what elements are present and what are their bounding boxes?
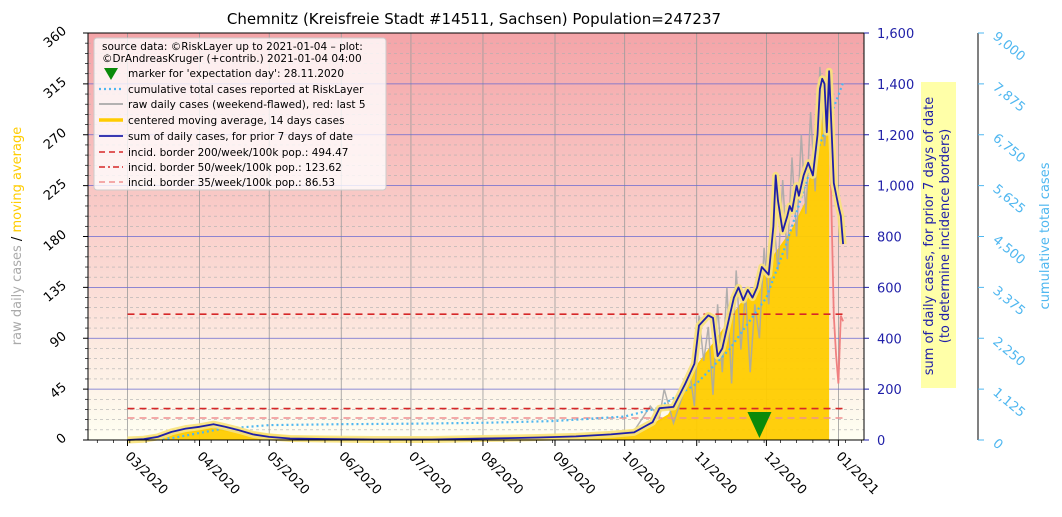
cumulative-tick-label: 0 [990,436,1006,453]
sum7-line [127,70,844,441]
legend-label-moving-average: centered moving average, 14 days cases [128,115,345,127]
legend-label-raw: raw daily cases (weekend-flawed), red: l… [128,99,366,111]
right-tick-label: 600 [877,281,902,296]
left-tick-label: 270 [41,126,70,153]
x-tick-label: 03/2020 [122,449,171,498]
right-axis-label-line2: (to determine incidence borders) [938,129,953,344]
raw-daily-last5-line [828,100,844,384]
legend-label-marker: marker for 'expectation day': 28.11.2020 [128,68,344,80]
left-tick-label: 180 [41,227,70,254]
cumulative-tick-label: 9,000 [990,29,1028,64]
left-tick-label: 90 [47,329,69,351]
left-tick-label: 135 [41,278,70,305]
expectation-day-marker [747,412,772,438]
right-tick-label: 400 [877,332,902,347]
cumulative-tick-label: 5,625 [990,182,1028,217]
right-axis-cumulative: 0 1,125 2,250 3,375 4,500 5,625 6,750 7,875 9,00… [977,29,1028,453]
legend-keys [99,68,123,183]
right-tick-label: 1,200 [877,129,914,144]
right-tick-label: 800 [877,231,902,246]
x-tick-label: 01/2021 [833,449,882,498]
left-axis-label-raw: raw daily cases [10,245,25,345]
cumulative-tick-label: 4,500 [990,233,1028,268]
x-tick-label: 10/2020 [619,449,668,498]
x-tick-label: 06/2020 [335,449,384,498]
series-layer [127,66,847,444]
legend-label-border200: incid. border 200/week/100k pop.: 494.47 [128,147,348,159]
legend-source-line1: source data: ©RiskLayer up to 2021-01-04… [102,41,363,53]
right-tick-label: 1,600 [877,27,914,42]
left-tick-label: 45 [47,380,69,402]
x-tick-label: 12/2020 [761,449,810,498]
left-axis: 0 45 90 135 180 225 270 315 360 [41,24,88,448]
cumulative-tick-label: 7,875 [990,80,1028,115]
x-tick-label: 11/2020 [691,449,740,498]
x-tick-label: 08/2020 [477,449,526,498]
right-tick-label: 0 [877,434,885,449]
legend: source data: ©RiskLayer up to 2021-01-04… [93,37,387,191]
left-axis-label-average: moving average [10,127,25,233]
cumulative-axis-label: cumulative total cases [1038,162,1053,309]
legend-label-border50: incid. border 50/week/100k pop.: 123.62 [128,162,342,174]
right-tick-label: 200 [877,383,902,398]
x-tick-label: 09/2020 [549,449,598,498]
x-axis: 03/2020 04/2020 05/2020 06/2020 07/2020 08/20… [96,440,882,498]
left-axis-label-separator: / [10,233,25,246]
left-tick-label: 360 [41,24,70,51]
right-tick-label: 1,000 [877,180,914,195]
cumulative-tick-label: 6,750 [990,131,1028,166]
legend-key-marker [104,68,118,80]
right-tick-label: 1,400 [877,78,914,93]
chart-title: Chemnitz (Kreisfreie Stadt #14511, Sachs… [227,10,721,28]
legend-label-sum7: sum of daily cases, for prior 7 days of … [128,131,353,143]
legend-label-cumulative: cumulative total cases reported at RiskL… [128,84,364,96]
right-axis-label-line1: sum of daily cases, for prior 7 days of … [922,97,937,376]
left-axis-label: raw daily cases / moving average [10,127,25,345]
legend-label-border35: incid. border 35/week/100k pop.: 86.53 [128,177,335,189]
legend-box [93,37,387,191]
x-tick-label: 04/2020 [194,449,243,498]
right-axis-sum7: 0 200 400 600 800 1,000 1,200 1,400 1,600 [864,27,914,449]
left-tick-label: 315 [41,75,70,102]
right-axis-label-box [921,82,956,388]
left-tick-label: 225 [41,176,70,203]
cumulative-tick-label: 1,125 [990,385,1028,420]
moving-average-area [127,100,830,441]
legend-source-line2: ©DrAndreasKruger (+contrib.) 2021-01-04 … [102,53,362,65]
x-tick-label: 05/2020 [263,449,312,498]
x-tick-label: 07/2020 [405,449,454,498]
left-tick-label: 0 [54,431,70,448]
cumulative-tick-label: 3,375 [990,284,1028,319]
cumulative-tick-label: 2,250 [990,334,1028,369]
